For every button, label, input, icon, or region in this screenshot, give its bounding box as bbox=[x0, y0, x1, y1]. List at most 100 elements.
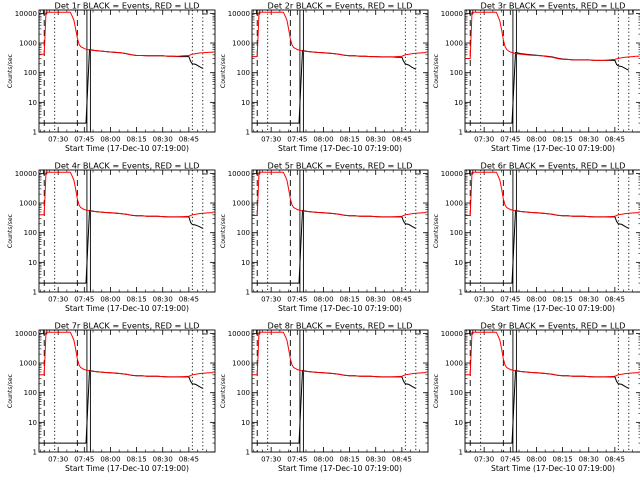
top-step-marker bbox=[415, 170, 421, 175]
x-tick-label: 08:15 bbox=[126, 456, 146, 464]
y-tick-label: 1000 bbox=[19, 360, 37, 368]
x-tick-label: 08:15 bbox=[339, 296, 359, 304]
lld-series-line bbox=[465, 331, 640, 378]
top-step-marker bbox=[628, 330, 634, 335]
y-axis-label: Counts/sec bbox=[433, 213, 440, 248]
lld-series-line bbox=[252, 171, 427, 218]
x-tick-label: 08:15 bbox=[126, 296, 146, 304]
x-tick-label: 08:30 bbox=[366, 136, 386, 144]
y-axis-label: Counts/sec bbox=[433, 373, 440, 408]
x-tick-label: 07:30 bbox=[474, 296, 494, 304]
y-tick-label: 10 bbox=[454, 419, 463, 427]
top-step-marker bbox=[415, 10, 421, 15]
x-tick-label: 08:45 bbox=[605, 456, 625, 464]
x-axis-label: Start Time (17-Dec-10 07:19:00) bbox=[278, 464, 402, 473]
top-step-marker bbox=[628, 10, 634, 15]
events-series-line bbox=[252, 209, 417, 284]
x-axis-label: Start Time (17-Dec-10 07:19:00) bbox=[65, 304, 189, 313]
x-tick-label: 07:30 bbox=[261, 456, 281, 464]
y-tick-label: 1 bbox=[459, 449, 463, 457]
x-tick-label: 07:45 bbox=[74, 296, 94, 304]
y-tick-label: 1 bbox=[33, 129, 37, 137]
x-tick-label: 08:15 bbox=[552, 136, 572, 144]
x-tick-label: 08:45 bbox=[179, 136, 199, 144]
x-tick-label: 07:30 bbox=[48, 456, 68, 464]
y-tick-label: 100 bbox=[237, 389, 250, 397]
x-tick-label: 08:45 bbox=[605, 136, 625, 144]
y-tick-label: 10000 bbox=[441, 10, 463, 18]
y-tick-label: 1 bbox=[246, 449, 250, 457]
y-tick-label: 1 bbox=[33, 449, 37, 457]
x-tick-label: 07:45 bbox=[287, 296, 307, 304]
y-tick-label: 10000 bbox=[441, 170, 463, 178]
y-tick-label: 10000 bbox=[15, 10, 37, 18]
detector-panel-7: Det 7r BLACK = Events, RED = LLD Counts/s… bbox=[7, 321, 216, 473]
lld-series-line bbox=[465, 171, 640, 218]
y-axis-label: Counts/sec bbox=[220, 53, 227, 88]
y-tick-label: 10 bbox=[454, 99, 463, 107]
y-tick-label: 100 bbox=[24, 229, 37, 237]
y-tick-label: 100 bbox=[24, 389, 37, 397]
x-tick-label: 08:00 bbox=[100, 136, 120, 144]
x-tick-label: 08:45 bbox=[392, 456, 412, 464]
y-tick-label: 1 bbox=[459, 289, 463, 297]
lld-series-line bbox=[252, 11, 427, 58]
panel-title: Det 3r BLACK = Events, RED = LLD bbox=[481, 1, 626, 11]
x-tick-label: 08:00 bbox=[526, 296, 546, 304]
y-tick-label: 10 bbox=[28, 259, 37, 267]
x-axis-label: Start Time (17-Dec-10 07:19:00) bbox=[491, 144, 615, 153]
x-tick-label: 08:45 bbox=[179, 456, 199, 464]
x-tick-label: 08:15 bbox=[552, 296, 572, 304]
plot-area bbox=[465, 330, 640, 452]
x-axis-label: Start Time (17-Dec-10 07:19:00) bbox=[491, 304, 615, 313]
panel-title: Det 8r BLACK = Events, RED = LLD bbox=[268, 321, 413, 331]
events-series-line bbox=[39, 49, 204, 124]
panel-title: Det 4r BLACK = Events, RED = LLD bbox=[55, 161, 200, 171]
detector-panel-8: Det 8r BLACK = Events, RED = LLD Counts/s… bbox=[220, 321, 429, 473]
y-tick-label: 10000 bbox=[228, 10, 250, 18]
y-axis-label: Counts/sec bbox=[7, 53, 14, 88]
plot-frame bbox=[251, 169, 429, 293]
y-tick-label: 10 bbox=[241, 99, 250, 107]
y-tick-label: 100 bbox=[450, 69, 463, 77]
y-tick-label: 100 bbox=[237, 69, 250, 77]
x-tick-label: 08:30 bbox=[579, 456, 599, 464]
plot-area bbox=[39, 330, 214, 452]
x-axis-label: Start Time (17-Dec-10 07:19:00) bbox=[65, 464, 189, 473]
detector-panel-2: Det 2r BLACK = Events, RED = LLD Counts/s… bbox=[220, 1, 429, 153]
y-tick-label: 1000 bbox=[19, 40, 37, 48]
x-tick-label: 08:00 bbox=[313, 456, 333, 464]
x-tick-label: 08:45 bbox=[179, 296, 199, 304]
x-tick-label: 08:15 bbox=[552, 456, 572, 464]
x-tick-label: 07:30 bbox=[474, 456, 494, 464]
x-tick-label: 08:30 bbox=[153, 296, 173, 304]
lld-series-line bbox=[465, 11, 640, 61]
lld-series-line bbox=[39, 171, 214, 218]
lld-series-line bbox=[39, 11, 214, 57]
plot-frame bbox=[464, 9, 640, 133]
detector-panel-4: Det 4r BLACK = Events, RED = LLD Counts/s… bbox=[7, 161, 216, 313]
x-tick-label: 07:45 bbox=[287, 456, 307, 464]
top-step-marker bbox=[415, 330, 421, 335]
y-tick-label: 1000 bbox=[232, 200, 250, 208]
y-tick-label: 10000 bbox=[228, 330, 250, 338]
y-tick-label: 1000 bbox=[445, 360, 463, 368]
panel-title: Det 6r BLACK = Events, RED = LLD bbox=[481, 161, 626, 171]
x-tick-label: 07:45 bbox=[500, 296, 520, 304]
plot-frame bbox=[251, 9, 429, 133]
plot-frame bbox=[464, 329, 640, 453]
x-tick-label: 08:30 bbox=[153, 456, 173, 464]
x-tick-label: 08:30 bbox=[366, 456, 386, 464]
plot-area bbox=[252, 10, 427, 132]
y-axis-label: Counts/sec bbox=[7, 373, 14, 408]
x-tick-label: 07:45 bbox=[74, 456, 94, 464]
y-axis-label: Counts/sec bbox=[220, 213, 227, 248]
x-tick-label: 07:45 bbox=[500, 136, 520, 144]
top-step-marker bbox=[202, 10, 208, 15]
y-tick-label: 100 bbox=[450, 389, 463, 397]
x-tick-label: 07:45 bbox=[500, 456, 520, 464]
detector-panel-3: Det 3r BLACK = Events, RED = LLD Counts/s… bbox=[433, 1, 640, 153]
x-axis-label: Start Time (17-Dec-10 07:19:00) bbox=[278, 304, 402, 313]
detector-panel-9: Det 9r BLACK = Events, RED = LLD Counts/s… bbox=[433, 321, 640, 473]
x-tick-label: 08:30 bbox=[366, 296, 386, 304]
